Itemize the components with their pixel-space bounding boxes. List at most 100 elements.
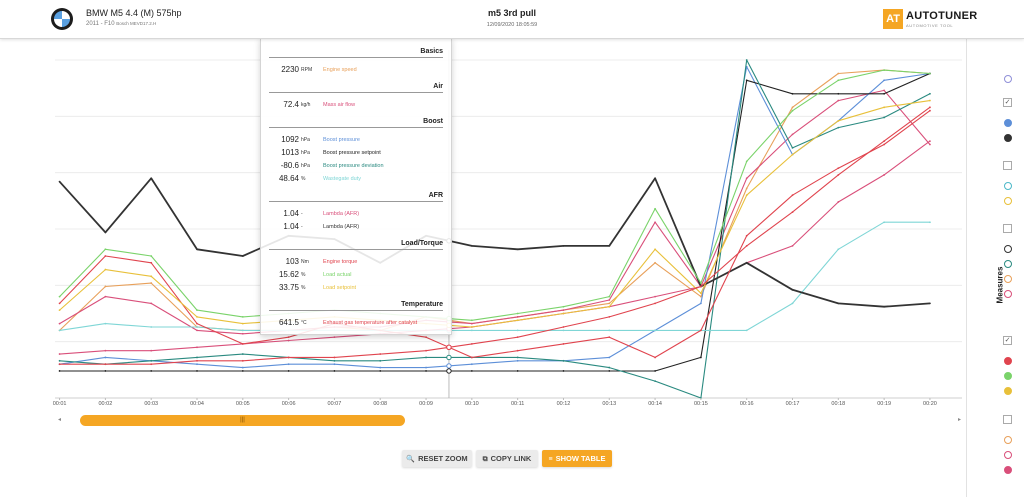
legend-unit: % (301, 176, 306, 182)
data-point (654, 370, 656, 372)
data-point (379, 359, 382, 362)
legend-label: Lambda (AFR) (323, 211, 360, 217)
copy-link-button[interactable]: ⧉ COPY LINK (476, 450, 538, 467)
data-point (516, 359, 519, 362)
data-point (241, 353, 244, 355)
data-point (150, 326, 153, 328)
series-line-boost-pressure-setpoint (59, 72, 931, 372)
legend-value: 72.4 (283, 100, 299, 109)
data-point (58, 359, 61, 362)
bmw-logo-icon (51, 8, 73, 30)
data-point (104, 295, 107, 298)
data-point (562, 359, 565, 362)
data-point (333, 363, 336, 366)
x-tick-label: 00:17 (786, 401, 800, 407)
data-point (837, 92, 840, 95)
series-toggle-dot[interactable] (1004, 436, 1012, 444)
log-title: m5 3rd pull (487, 8, 536, 18)
series-toggle-dot[interactable] (1004, 275, 1012, 283)
series-line-lambda-afr (58, 177, 930, 308)
data-point (562, 343, 565, 345)
x-tick-label: 00:10 (465, 401, 479, 407)
group-checkbox[interactable] (1003, 224, 1012, 233)
legend-label: Boost pressure deviation (323, 163, 384, 169)
data-point (883, 305, 886, 308)
series-toggle-dot[interactable] (1004, 245, 1012, 253)
scroll-right-icon[interactable]: ▸ (958, 417, 962, 423)
series-toggle-dot[interactable] (1004, 75, 1012, 83)
data-point (425, 366, 427, 369)
group-checkbox[interactable]: ✓ (1003, 336, 1012, 345)
data-point (470, 245, 473, 247)
data-point (654, 380, 656, 382)
legend-section-title: Temperature (269, 301, 443, 311)
log-chart[interactable]: 00:01 00:02 00:03 00:04 00:05 00:06 00:07 00:08… (0, 38, 966, 413)
data-point (241, 359, 244, 362)
legend-label: Wastegate duty (323, 176, 362, 182)
data-point (883, 116, 886, 119)
legend-value: 1092 (281, 135, 299, 144)
data-point (608, 305, 611, 308)
series-toggle-dot[interactable] (1004, 290, 1012, 298)
group-checkbox[interactable] (1003, 415, 1012, 424)
data-point (150, 282, 153, 284)
series-toggle-dot[interactable] (1004, 197, 1012, 205)
timeline-scroll-thumb[interactable]: ||| (80, 415, 405, 426)
series-toggle-dot[interactable] (1004, 466, 1012, 474)
data-point (745, 187, 748, 190)
data-point (150, 255, 153, 257)
data-point (883, 69, 886, 72)
series-toggle-dot[interactable] (1004, 182, 1012, 190)
legend-section-title: Load/Torque (269, 240, 443, 250)
data-point (562, 329, 565, 332)
data-point (196, 359, 198, 362)
series-toggle-dot[interactable] (1004, 134, 1012, 142)
data-point (837, 126, 840, 129)
data-point (608, 245, 611, 247)
x-tick-label: 00:08 (373, 401, 387, 407)
data-point (791, 106, 794, 109)
data-point (425, 336, 427, 339)
group-checkbox[interactable]: ✓ (1003, 98, 1012, 107)
data-point (516, 329, 519, 332)
app-header: BMW M5 4.4 (M) 575hp 2011 - F10 Bosch ME… (0, 0, 1024, 39)
series-line-engine-torque (59, 110, 931, 358)
data-point (654, 261, 656, 264)
reset-zoom-label: RESET ZOOM (418, 454, 468, 463)
legend-label: Exhaust gas temperature after catalyst (323, 320, 418, 326)
data-point (837, 79, 840, 82)
data-point (837, 302, 840, 305)
data-point (745, 79, 748, 82)
data-point (791, 133, 794, 136)
legend-label: Boost pressure (323, 137, 360, 143)
x-tick-label: 00:16 (740, 401, 754, 407)
series-toggle-dot[interactable] (1004, 387, 1012, 395)
data-point (333, 336, 336, 339)
data-point (562, 309, 565, 312)
legend-unit: hPa (301, 150, 310, 156)
legend-value: 1.04 (283, 209, 299, 218)
data-point (104, 255, 107, 257)
reset-zoom-button[interactable]: 🔍 RESET ZOOM (402, 450, 472, 467)
brand-mark: AT (883, 9, 903, 29)
series-toggle-dot[interactable] (1004, 357, 1012, 365)
legend-unit: hPa (301, 163, 310, 169)
data-point (562, 326, 565, 328)
series-toggle-dot[interactable] (1004, 119, 1012, 127)
data-point (837, 119, 840, 122)
group-checkbox[interactable] (1003, 161, 1012, 170)
legend-value: 103 (285, 257, 299, 266)
data-point (425, 349, 427, 352)
scroll-left-icon[interactable]: ◂ (58, 417, 62, 423)
series-toggle-dot[interactable] (1004, 372, 1012, 380)
legend-unit: kg/h (301, 102, 311, 108)
data-point (745, 177, 748, 180)
data-point (58, 322, 61, 325)
legend-value: 48.64 (278, 174, 299, 183)
series-toggle-dot[interactable] (1004, 260, 1012, 268)
series-toggle-dot[interactable] (1004, 451, 1012, 459)
data-point (929, 143, 931, 146)
data-point (929, 72, 931, 75)
show-table-button[interactable]: ≡ SHOW TABLE (542, 450, 612, 467)
data-point (562, 245, 565, 247)
